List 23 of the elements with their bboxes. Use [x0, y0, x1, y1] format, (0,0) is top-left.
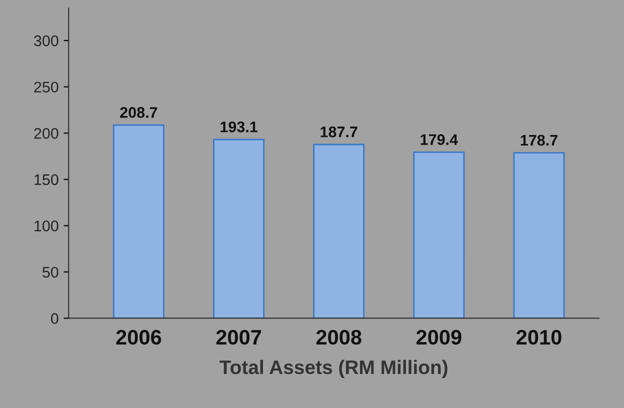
y-tick-label: 250	[34, 82, 58, 93]
y-tick-label: 300	[34, 35, 58, 46]
x-tick-label: 2007	[216, 330, 262, 345]
y-tick-label: 150	[34, 174, 58, 186]
x-tick-label: 2010	[516, 330, 562, 345]
x-tick-label: 2009	[416, 330, 462, 345]
bar	[513, 152, 565, 318]
x-tick-label: 2008	[316, 330, 362, 345]
data-label: 178.7	[520, 134, 558, 146]
y-tick-label: 200	[34, 128, 58, 139]
bar	[313, 144, 365, 318]
data-label: 179.4	[420, 134, 458, 145]
x-tick-label: 2006	[116, 330, 162, 345]
bar	[213, 138, 264, 318]
y-tick-label: 50	[42, 266, 58, 278]
data-label: 208.7	[120, 107, 158, 118]
y-tick-label: 100	[34, 220, 58, 232]
bar	[112, 124, 164, 318]
data-label: 187.7	[320, 126, 358, 138]
y-tick-label: 0	[51, 313, 58, 324]
bar	[413, 151, 465, 318]
data-label: 193.1	[220, 122, 258, 132]
x-axis-title: Total Assets (RM Million)	[220, 360, 448, 378]
